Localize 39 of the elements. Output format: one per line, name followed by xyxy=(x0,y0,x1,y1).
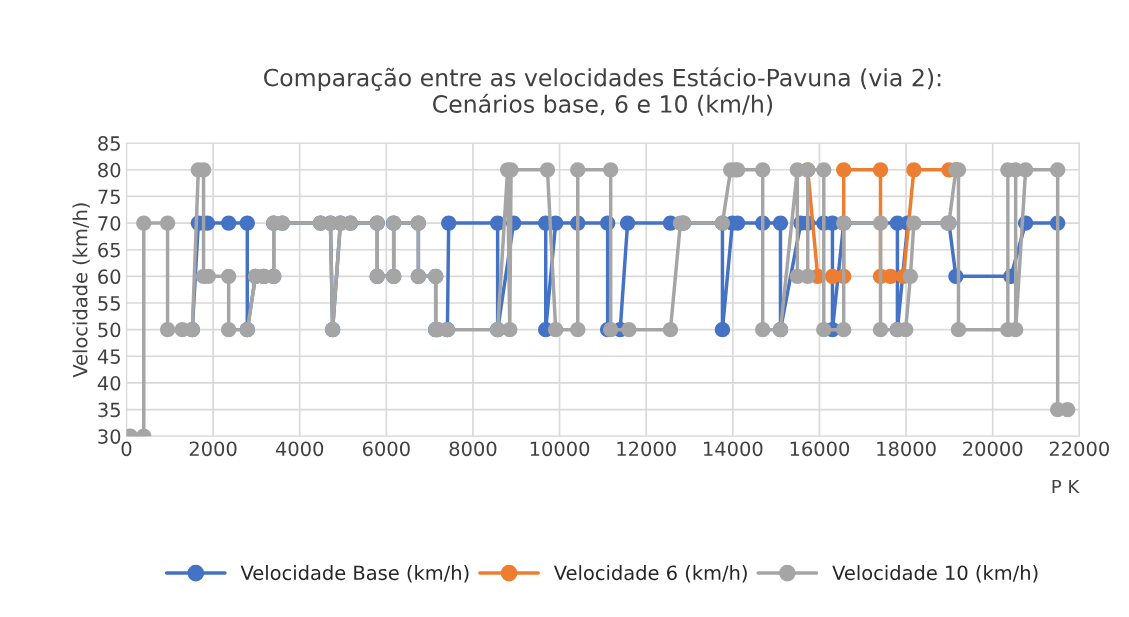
y-tick-label: 55 xyxy=(98,296,120,311)
y-axis-title: Velocidade (km/h) xyxy=(72,203,90,378)
x-tick-label: 14000 xyxy=(704,441,763,457)
point xyxy=(239,215,255,231)
legend-label: Velocidade Base (km/h) xyxy=(240,565,469,583)
legend-label: Velocidade 10 (km/h) xyxy=(832,565,1038,583)
x-tick-label: 18000 xyxy=(877,441,936,457)
y-tick-label: 40 xyxy=(97,375,121,391)
point xyxy=(619,215,636,231)
point xyxy=(836,162,852,178)
y-tick-label: 45 xyxy=(97,349,120,364)
y-tick-label: 75 xyxy=(98,189,120,205)
x-tick-label: 0 xyxy=(121,441,132,457)
point xyxy=(441,215,457,231)
x-tick-label: 22000 xyxy=(1049,441,1109,457)
point xyxy=(714,322,731,338)
x-tick-label: 4000 xyxy=(275,441,324,457)
x-tick-label: 12000 xyxy=(617,441,676,457)
point xyxy=(872,162,889,178)
y-tick-label: 30 xyxy=(98,429,121,444)
x-tick-label: 6000 xyxy=(362,441,410,457)
y-tick-label: 60 xyxy=(98,269,121,285)
point xyxy=(772,215,789,231)
y-tick-label: 70 xyxy=(98,216,121,231)
chart-title: Comparação entre as velocidades Estácio-Pavuna (via 2): Cenários base, 6 e 10 (km/h) xyxy=(264,67,941,116)
x-tick-label: 16000 xyxy=(790,441,850,457)
y-tick-label: 35 xyxy=(98,402,120,418)
point xyxy=(221,215,237,231)
y-tick-label: 85 xyxy=(98,136,120,151)
y-tick-label: 80 xyxy=(98,162,121,178)
x-tick-label: 2000 xyxy=(189,441,237,457)
x-axis-title: P K xyxy=(1052,479,1080,494)
x-tick-label: 10000 xyxy=(530,441,590,457)
y-tick-label: 65 xyxy=(98,242,120,258)
x-tick-label: 8000 xyxy=(449,441,497,457)
y-tick-label: 50 xyxy=(98,322,121,338)
legend-label: Velocidade 6 (km/h) xyxy=(553,565,747,583)
point xyxy=(906,162,922,178)
x-tick-label: 20000 xyxy=(963,441,1023,457)
